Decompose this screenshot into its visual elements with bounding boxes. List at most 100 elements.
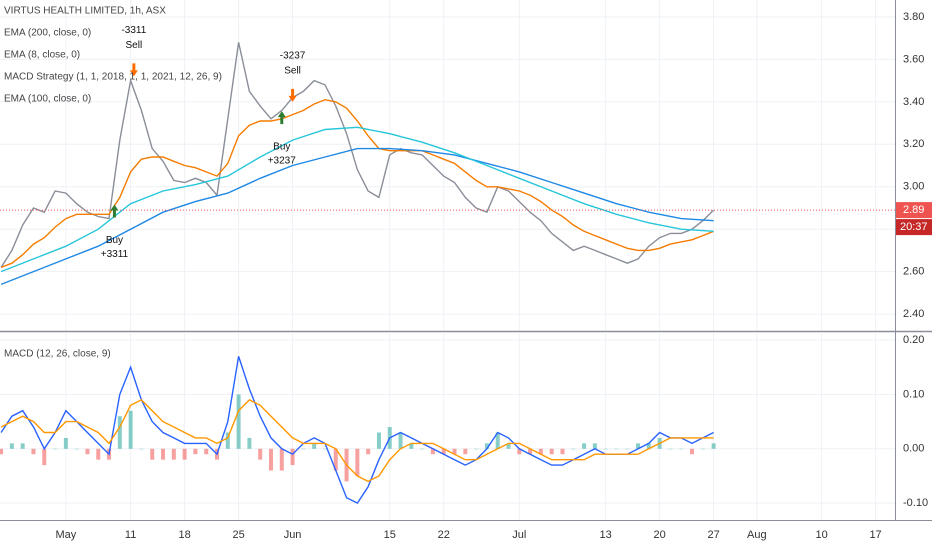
trade-arrow xyxy=(277,111,286,125)
histogram-bar xyxy=(193,448,198,455)
histogram-bar xyxy=(355,448,360,476)
histogram-bar xyxy=(268,448,273,471)
histogram-bar xyxy=(9,443,14,449)
trade-qty: +3237 xyxy=(268,156,297,167)
histogram-bar xyxy=(592,443,597,449)
histogram-bar xyxy=(409,443,414,449)
grid xyxy=(0,0,895,520)
histogram-bar xyxy=(333,448,338,471)
histogram-bar xyxy=(96,448,101,460)
histogram-bar xyxy=(495,432,500,449)
axes: May 11 18 25 Jun 15 22 Jul 13 20 27 Aug 10 17 2.40 2.60… xyxy=(55,11,932,541)
x-tick-label: May xyxy=(55,529,76,541)
histogram-bar xyxy=(420,448,425,450)
histogram-bar xyxy=(668,448,673,450)
histogram-bar xyxy=(225,432,230,449)
histogram-bar xyxy=(517,448,522,455)
histogram-bar xyxy=(53,448,58,450)
x-tick-label: 11 xyxy=(125,529,136,541)
histogram-bar xyxy=(0,448,4,455)
series-line xyxy=(0,42,715,268)
histogram-bar xyxy=(679,448,684,450)
legend-entry: EMA (100, close, 0) xyxy=(4,94,91,105)
legend-entry: EMA (8, close, 0) xyxy=(4,50,80,61)
x-tick-label: 18 xyxy=(178,529,190,541)
histogram-bar xyxy=(74,448,79,450)
histogram-bar xyxy=(625,448,630,450)
histogram-bar xyxy=(614,448,619,450)
y-tick-label: 3.80 xyxy=(903,11,924,23)
y-tick-label: -0.10 xyxy=(903,497,928,509)
series-line xyxy=(0,356,714,505)
histogram-bar xyxy=(506,443,511,449)
series-line xyxy=(0,147,714,286)
histogram-bar xyxy=(150,448,155,460)
x-tick-label: Aug xyxy=(747,529,767,541)
histogram-bar xyxy=(690,448,695,455)
histogram-bar xyxy=(441,448,446,455)
histogram-bar xyxy=(376,432,381,449)
x-tick-label: 25 xyxy=(232,529,244,541)
y-tick-label: 3.60 xyxy=(903,53,924,65)
strategy-label: MACD Strategy (1, 1, 2018, 1, 1, 2021, 1… xyxy=(4,72,222,83)
trade-arrow xyxy=(110,204,119,218)
y-tick-label: 0.10 xyxy=(903,388,924,400)
trade-side: Sell xyxy=(284,66,301,77)
trade-side: Sell xyxy=(126,40,143,51)
x-tick-label: 27 xyxy=(707,529,719,541)
series-line xyxy=(0,126,714,273)
y-tick-label: 3.20 xyxy=(903,138,924,150)
histogram-bar xyxy=(646,443,651,449)
trade-side: Buy xyxy=(106,235,123,246)
y-tick-label: 2.40 xyxy=(903,308,924,320)
histogram-bar xyxy=(452,448,457,455)
histogram-bar xyxy=(161,448,166,460)
panel-title: MACD (12, 26, close, 9) xyxy=(4,349,111,360)
x-tick-label: 13 xyxy=(600,529,612,541)
histogram-bar xyxy=(85,448,90,455)
histogram-bar xyxy=(31,448,36,455)
histogram-bar xyxy=(204,448,209,455)
histogram-bar xyxy=(700,448,705,450)
histogram-bar xyxy=(63,437,68,449)
last-price-box xyxy=(896,202,932,219)
y-tick-label: 0.20 xyxy=(903,334,924,346)
histogram-bar xyxy=(582,443,587,449)
series-line xyxy=(0,399,714,483)
histogram-bar xyxy=(236,394,241,449)
chart-title: VIRTUS HEALTH LIMITED, 1h, ASX xyxy=(4,6,166,17)
histogram-bar xyxy=(711,443,716,449)
histogram-bar xyxy=(42,448,47,466)
histogram-bar xyxy=(463,448,468,455)
x-tick-label: 10 xyxy=(815,529,827,541)
plot: Buy +3311 -3311 Sell Buy +3237 -3237 Sell xyxy=(0,25,895,505)
histogram-bar xyxy=(322,448,327,450)
x-tick-label: Jun xyxy=(284,529,302,541)
countdown-label: 20:37 xyxy=(900,221,928,233)
histogram-bar xyxy=(117,416,122,449)
trade-qty: +3311 xyxy=(101,249,129,260)
histogram-bar xyxy=(549,448,554,455)
series-line xyxy=(0,98,714,269)
x-tick-label: Jul xyxy=(512,529,526,541)
trade-qty: -3237 xyxy=(280,51,306,62)
histogram-bar xyxy=(366,448,371,455)
trade-side: Buy xyxy=(273,142,290,153)
histogram-bar xyxy=(247,437,252,449)
trade-arrow xyxy=(288,88,297,102)
histogram-bar xyxy=(290,448,295,466)
histogram-bar xyxy=(398,432,403,449)
histogram-bar xyxy=(560,448,565,455)
histogram-bar xyxy=(571,448,576,450)
histogram-bar xyxy=(301,448,306,450)
trade-arrow xyxy=(129,63,138,77)
x-tick-label: 20 xyxy=(654,529,666,541)
histogram-bar xyxy=(139,448,144,450)
histogram-bar xyxy=(312,443,317,449)
histogram-bar xyxy=(603,448,608,450)
y-tick-label: 2.60 xyxy=(903,266,924,278)
histogram-bar xyxy=(258,448,263,460)
x-tick-label: 17 xyxy=(869,529,881,541)
